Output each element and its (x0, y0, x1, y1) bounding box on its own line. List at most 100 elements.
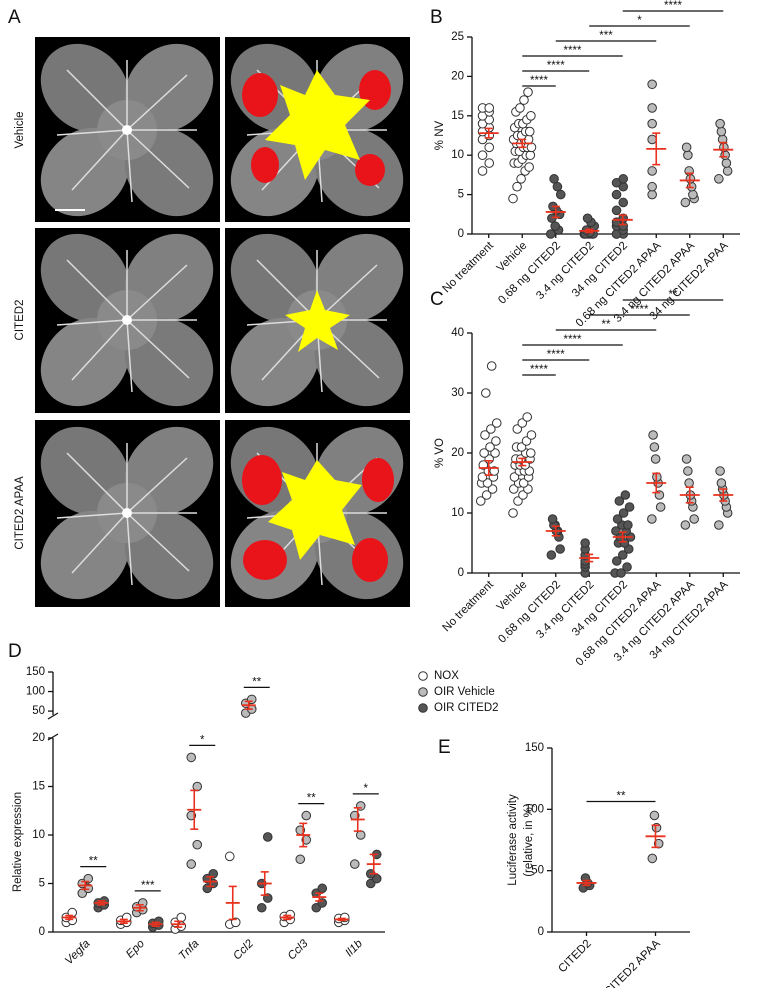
significance-label: **** (564, 334, 582, 346)
data-point (516, 174, 526, 184)
y-tick-label: 15 (32, 781, 45, 793)
legend-marker (418, 671, 428, 681)
y-tick-label: 150 (525, 742, 544, 754)
data-point (479, 448, 489, 458)
legend-marker (418, 687, 428, 697)
y-axis-label: % NV (434, 120, 446, 150)
data-point (477, 150, 488, 160)
data-point (716, 478, 727, 488)
significance-label: **** (530, 75, 548, 87)
data-point (176, 912, 187, 923)
data-point (524, 162, 534, 172)
x-tick-label: Epo (124, 937, 147, 960)
data-point (623, 520, 633, 530)
data-point (683, 466, 693, 476)
significance-label: ** (617, 790, 626, 802)
data-point (547, 514, 558, 524)
significance-label: **** (547, 349, 565, 361)
data-point (680, 520, 691, 530)
y-tick-label: 150 (26, 666, 45, 678)
x-tick-label: 3.4 ng CITED2 (534, 579, 596, 641)
significance-label: **** (530, 364, 548, 376)
x-tick-label: Ccl2 (231, 937, 256, 962)
data-point (582, 213, 593, 224)
data-point (681, 454, 692, 464)
data-point (614, 496, 625, 506)
data-point (508, 508, 518, 518)
y-tick-label: 0 (39, 926, 45, 938)
data-point (526, 430, 537, 440)
data-point (481, 490, 492, 500)
significance-label: ** (89, 856, 98, 868)
data-point (648, 430, 658, 440)
data-point (549, 174, 559, 184)
y-tick-label: 25 (451, 31, 464, 43)
data-point (655, 502, 666, 512)
data-point (618, 197, 629, 208)
data-point (545, 229, 556, 239)
y-tick-label: 0 (458, 228, 464, 240)
data-point (317, 883, 328, 894)
row-label: CITED2 (14, 300, 26, 341)
y-tick-label: 40 (451, 327, 464, 339)
x-tick-label: Vegfa (63, 938, 92, 967)
data-point (611, 526, 621, 536)
data-point (301, 810, 312, 821)
axis-break (47, 712, 59, 720)
data-point (647, 853, 658, 864)
panel-label: C (430, 289, 444, 310)
data-point (484, 103, 495, 113)
data-point (555, 189, 566, 200)
data-point (618, 508, 629, 518)
data-point (481, 388, 491, 398)
data-point (224, 851, 235, 862)
significance-label: **** (664, 0, 682, 12)
significance-label: *** (599, 30, 613, 42)
x-tick-label: 3.4 ng CITED2 (534, 240, 596, 302)
data-point (526, 111, 536, 121)
data-point (482, 478, 493, 488)
significance-label: * (200, 734, 205, 746)
axis-break (47, 733, 59, 741)
data-point (721, 158, 732, 168)
data-point (624, 502, 635, 512)
data-point (612, 514, 623, 524)
data-point (486, 424, 496, 434)
significance-label: **** (564, 45, 582, 57)
data-point (715, 118, 725, 129)
data-point (491, 436, 501, 446)
significance-label: ** (602, 319, 611, 331)
data-point (647, 181, 657, 192)
data-point (555, 544, 565, 554)
data-point (525, 150, 536, 160)
data-point (647, 79, 657, 90)
data-point (688, 189, 698, 200)
data-point (256, 902, 267, 913)
data-point (522, 412, 533, 422)
legend-label: NOX (434, 670, 459, 682)
significance-label: ** (669, 289, 678, 301)
y-axis-label: Relative expression (12, 792, 24, 892)
data-point (524, 126, 535, 137)
legend-marker (418, 703, 428, 713)
panel-label: D (8, 641, 22, 662)
x-tick-label: 0.68 ng CITED2 (496, 579, 563, 646)
data-point (647, 134, 657, 145)
legend-label: OIR Vehicle (434, 686, 495, 698)
data-point (611, 205, 622, 216)
data-point (647, 166, 657, 176)
data-point (515, 103, 525, 113)
y-tick-label: 5 (39, 878, 45, 890)
data-point (477, 472, 488, 482)
y-tick-label: 10 (32, 829, 45, 841)
x-tick-label: Il1b (343, 937, 365, 959)
data-point (611, 556, 622, 566)
legend-label: OIR CITED2 (434, 702, 499, 714)
data-point (519, 95, 529, 105)
data-point (618, 174, 629, 184)
data-point (689, 514, 699, 524)
data-point (262, 832, 273, 842)
panel-label: A (8, 7, 21, 28)
data-point (722, 166, 733, 176)
